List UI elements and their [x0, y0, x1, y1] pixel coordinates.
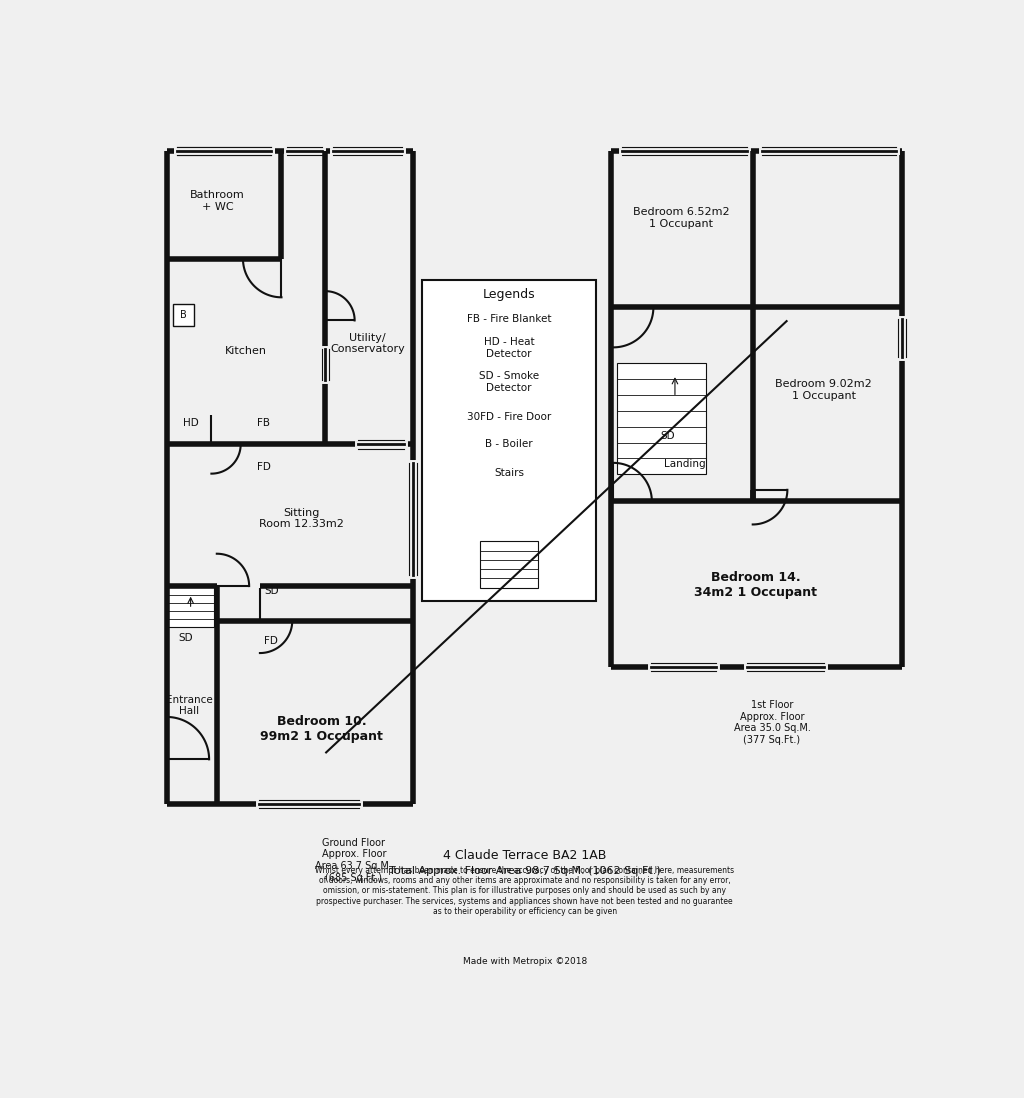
- Text: HD - Heat
Detector: HD - Heat Detector: [483, 337, 535, 359]
- Text: Whilst every attempt has been made to ensure the accuracy of the floor plan cont: Whilst every attempt has been made to en…: [315, 865, 734, 916]
- Text: HD: HD: [182, 418, 199, 428]
- Text: Bedroom 10.
99m2 1 Occupant: Bedroom 10. 99m2 1 Occupant: [260, 715, 383, 742]
- Text: Total Approx. Floor Area 98.7 Sq.M. (1062 Sq.Ft.): Total Approx. Floor Area 98.7 Sq.M. (106…: [389, 866, 660, 876]
- Bar: [480, 541, 539, 587]
- Text: Sitting
Room 12.33m2: Sitting Room 12.33m2: [259, 507, 344, 529]
- Text: FD: FD: [264, 637, 278, 647]
- Text: Made with Metropix ©2018: Made with Metropix ©2018: [463, 957, 587, 966]
- Text: FB: FB: [257, 418, 270, 428]
- Bar: [173, 304, 195, 326]
- Text: 30FD - Fire Door: 30FD - Fire Door: [467, 413, 551, 423]
- Text: Bedroom 6.52m2
1 Occupant: Bedroom 6.52m2 1 Occupant: [633, 208, 729, 228]
- Text: SD: SD: [178, 634, 194, 643]
- Text: SD: SD: [264, 586, 279, 596]
- Bar: [617, 362, 706, 474]
- Text: Bedroom 14.
34m2 1 Occupant: Bedroom 14. 34m2 1 Occupant: [694, 571, 817, 598]
- Text: Legends: Legends: [482, 288, 536, 301]
- Text: SD: SD: [660, 430, 676, 441]
- Bar: [167, 586, 214, 627]
- Text: 4 Claude Terrace BA2 1AB: 4 Claude Terrace BA2 1AB: [443, 849, 606, 862]
- Text: Bathroom
+ WC: Bathroom + WC: [190, 190, 245, 212]
- Text: FD: FD: [257, 462, 270, 472]
- Text: SD - Smoke
Detector: SD - Smoke Detector: [479, 371, 539, 393]
- Bar: [422, 280, 596, 602]
- Text: B: B: [180, 310, 187, 320]
- Text: Utility/
Conservatory: Utility/ Conservatory: [331, 333, 406, 355]
- Text: Stairs: Stairs: [494, 468, 524, 478]
- Text: Kitchen: Kitchen: [225, 346, 267, 356]
- Text: B - Boiler: B - Boiler: [485, 438, 532, 449]
- Text: FB - Fire Blanket: FB - Fire Blanket: [467, 314, 551, 324]
- Text: Ground Floor
Approx. Floor
Area 63.7 Sq.M.
(685 Sq.Ft.): Ground Floor Approx. Floor Area 63.7 Sq.…: [315, 838, 392, 883]
- Text: Landing: Landing: [665, 459, 706, 470]
- Text: Bedroom 9.02m2
1 Occupant: Bedroom 9.02m2 1 Occupant: [775, 379, 871, 401]
- Text: 1st Floor
Approx. Floor
Area 35.0 Sq.M.
(377 Sq.Ft.): 1st Floor Approx. Floor Area 35.0 Sq.M. …: [733, 701, 810, 744]
- Text: Entrance
Hall: Entrance Hall: [166, 695, 212, 716]
